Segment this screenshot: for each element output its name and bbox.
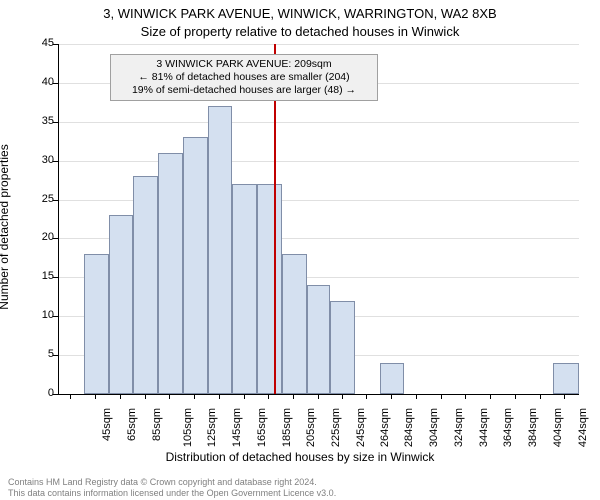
histogram-bar xyxy=(84,254,109,394)
x-tick-label: 404sqm xyxy=(552,408,564,447)
x-tick-mark xyxy=(342,394,343,399)
footer-line2: This data contains information licensed … xyxy=(8,488,336,498)
y-tick-label: 35 xyxy=(14,115,54,127)
annotation-box: 3 WINWICK PARK AVENUE: 209sqm ← 81% of d… xyxy=(110,54,378,101)
y-tick-label: 10 xyxy=(14,309,54,321)
y-tick-mark xyxy=(53,200,58,201)
x-tick-mark xyxy=(391,394,392,399)
y-tick-label: 25 xyxy=(14,193,54,205)
chart-page: 3, WINWICK PARK AVENUE, WINWICK, WARRING… xyxy=(0,0,600,500)
chart-title-line1: 3, WINWICK PARK AVENUE, WINWICK, WARRING… xyxy=(0,6,600,21)
x-tick-label: 105sqm xyxy=(182,408,194,447)
y-tick-mark xyxy=(53,355,58,356)
x-tick-mark xyxy=(268,394,269,399)
histogram-bar xyxy=(330,301,355,394)
x-tick-mark xyxy=(95,394,96,399)
x-tick-label: 185sqm xyxy=(281,408,293,447)
y-tick-label: 15 xyxy=(14,270,54,282)
x-tick-mark xyxy=(293,394,294,399)
y-tick-label: 45 xyxy=(14,37,54,49)
gridline xyxy=(59,122,579,123)
y-tick-mark xyxy=(53,44,58,45)
x-tick-mark xyxy=(70,394,71,399)
histogram-bar xyxy=(208,106,233,394)
x-tick-label: 205sqm xyxy=(306,408,318,447)
y-tick-mark xyxy=(53,277,58,278)
footer-line1: Contains HM Land Registry data © Crown c… xyxy=(8,477,336,487)
histogram-bar xyxy=(282,254,307,394)
y-tick-label: 30 xyxy=(14,154,54,166)
x-tick-mark xyxy=(244,394,245,399)
y-tick-label: 20 xyxy=(14,231,54,243)
x-tick-mark xyxy=(564,394,565,399)
annotation-line3: 19% of semi-detached houses are larger (… xyxy=(115,84,373,97)
histogram-bar xyxy=(133,176,158,394)
x-tick-label: 364sqm xyxy=(502,408,514,447)
x-tick-label: 85sqm xyxy=(151,408,163,441)
y-tick-mark xyxy=(53,83,58,84)
histogram-bar xyxy=(380,363,405,394)
histogram-bar xyxy=(158,153,183,394)
y-tick-mark xyxy=(53,316,58,317)
chart-title-line2: Size of property relative to detached ho… xyxy=(0,24,600,39)
x-tick-label: 264sqm xyxy=(379,408,391,447)
x-tick-label: 284sqm xyxy=(403,408,415,447)
gridline xyxy=(59,44,579,45)
x-tick-label: 145sqm xyxy=(231,408,243,447)
y-tick-mark xyxy=(53,394,58,395)
x-axis-label: Distribution of detached houses by size … xyxy=(0,450,600,464)
histogram-bar xyxy=(183,137,208,394)
y-tick-label: 40 xyxy=(14,76,54,88)
x-tick-label: 324sqm xyxy=(453,408,465,447)
annotation-line1: 3 WINWICK PARK AVENUE: 209sqm xyxy=(115,58,373,71)
x-tick-mark xyxy=(120,394,121,399)
histogram-bar xyxy=(257,184,282,394)
x-tick-label: 45sqm xyxy=(101,408,113,441)
x-tick-label: 225sqm xyxy=(330,408,342,447)
x-tick-mark xyxy=(366,394,367,399)
histogram-bar xyxy=(232,184,257,394)
x-tick-mark xyxy=(169,394,170,399)
x-tick-label: 245sqm xyxy=(355,408,367,447)
y-tick-label: 5 xyxy=(14,348,54,360)
x-tick-label: 65sqm xyxy=(126,408,138,441)
x-tick-mark xyxy=(465,394,466,399)
x-tick-mark xyxy=(515,394,516,399)
annotation-line2: ← 81% of detached houses are smaller (20… xyxy=(115,71,373,84)
x-tick-mark xyxy=(219,394,220,399)
x-tick-label: 165sqm xyxy=(256,408,268,447)
x-tick-label: 424sqm xyxy=(577,408,589,447)
y-tick-mark xyxy=(53,161,58,162)
histogram-bar xyxy=(307,285,331,394)
footer-attribution: Contains HM Land Registry data © Crown c… xyxy=(8,477,336,498)
x-tick-mark xyxy=(441,394,442,399)
x-tick-mark xyxy=(194,394,195,399)
gridline xyxy=(59,161,579,162)
histogram-bar xyxy=(553,363,579,394)
x-tick-mark xyxy=(540,394,541,399)
histogram-bar xyxy=(109,215,134,394)
x-tick-mark xyxy=(490,394,491,399)
x-tick-mark xyxy=(318,394,319,399)
y-tick-mark xyxy=(53,238,58,239)
x-tick-label: 384sqm xyxy=(527,408,539,447)
x-tick-mark xyxy=(145,394,146,399)
y-tick-mark xyxy=(53,122,58,123)
x-tick-label: 125sqm xyxy=(207,408,219,447)
x-tick-label: 304sqm xyxy=(428,408,440,447)
x-tick-label: 344sqm xyxy=(478,408,490,447)
x-tick-mark xyxy=(416,394,417,399)
y-tick-label: 0 xyxy=(14,387,54,399)
